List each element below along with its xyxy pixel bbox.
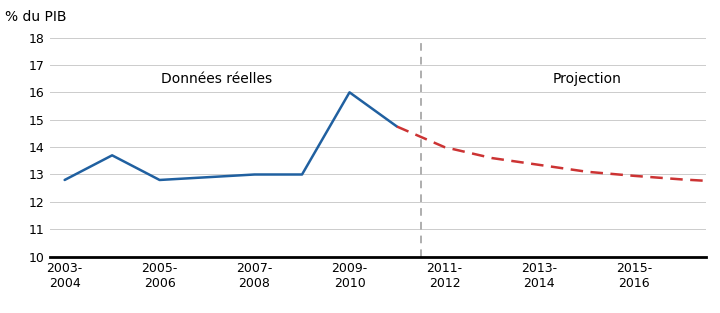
Text: Projection: Projection xyxy=(552,72,621,86)
Text: % du PIB: % du PIB xyxy=(4,10,66,24)
Text: Données réelles: Données réelles xyxy=(161,72,272,86)
